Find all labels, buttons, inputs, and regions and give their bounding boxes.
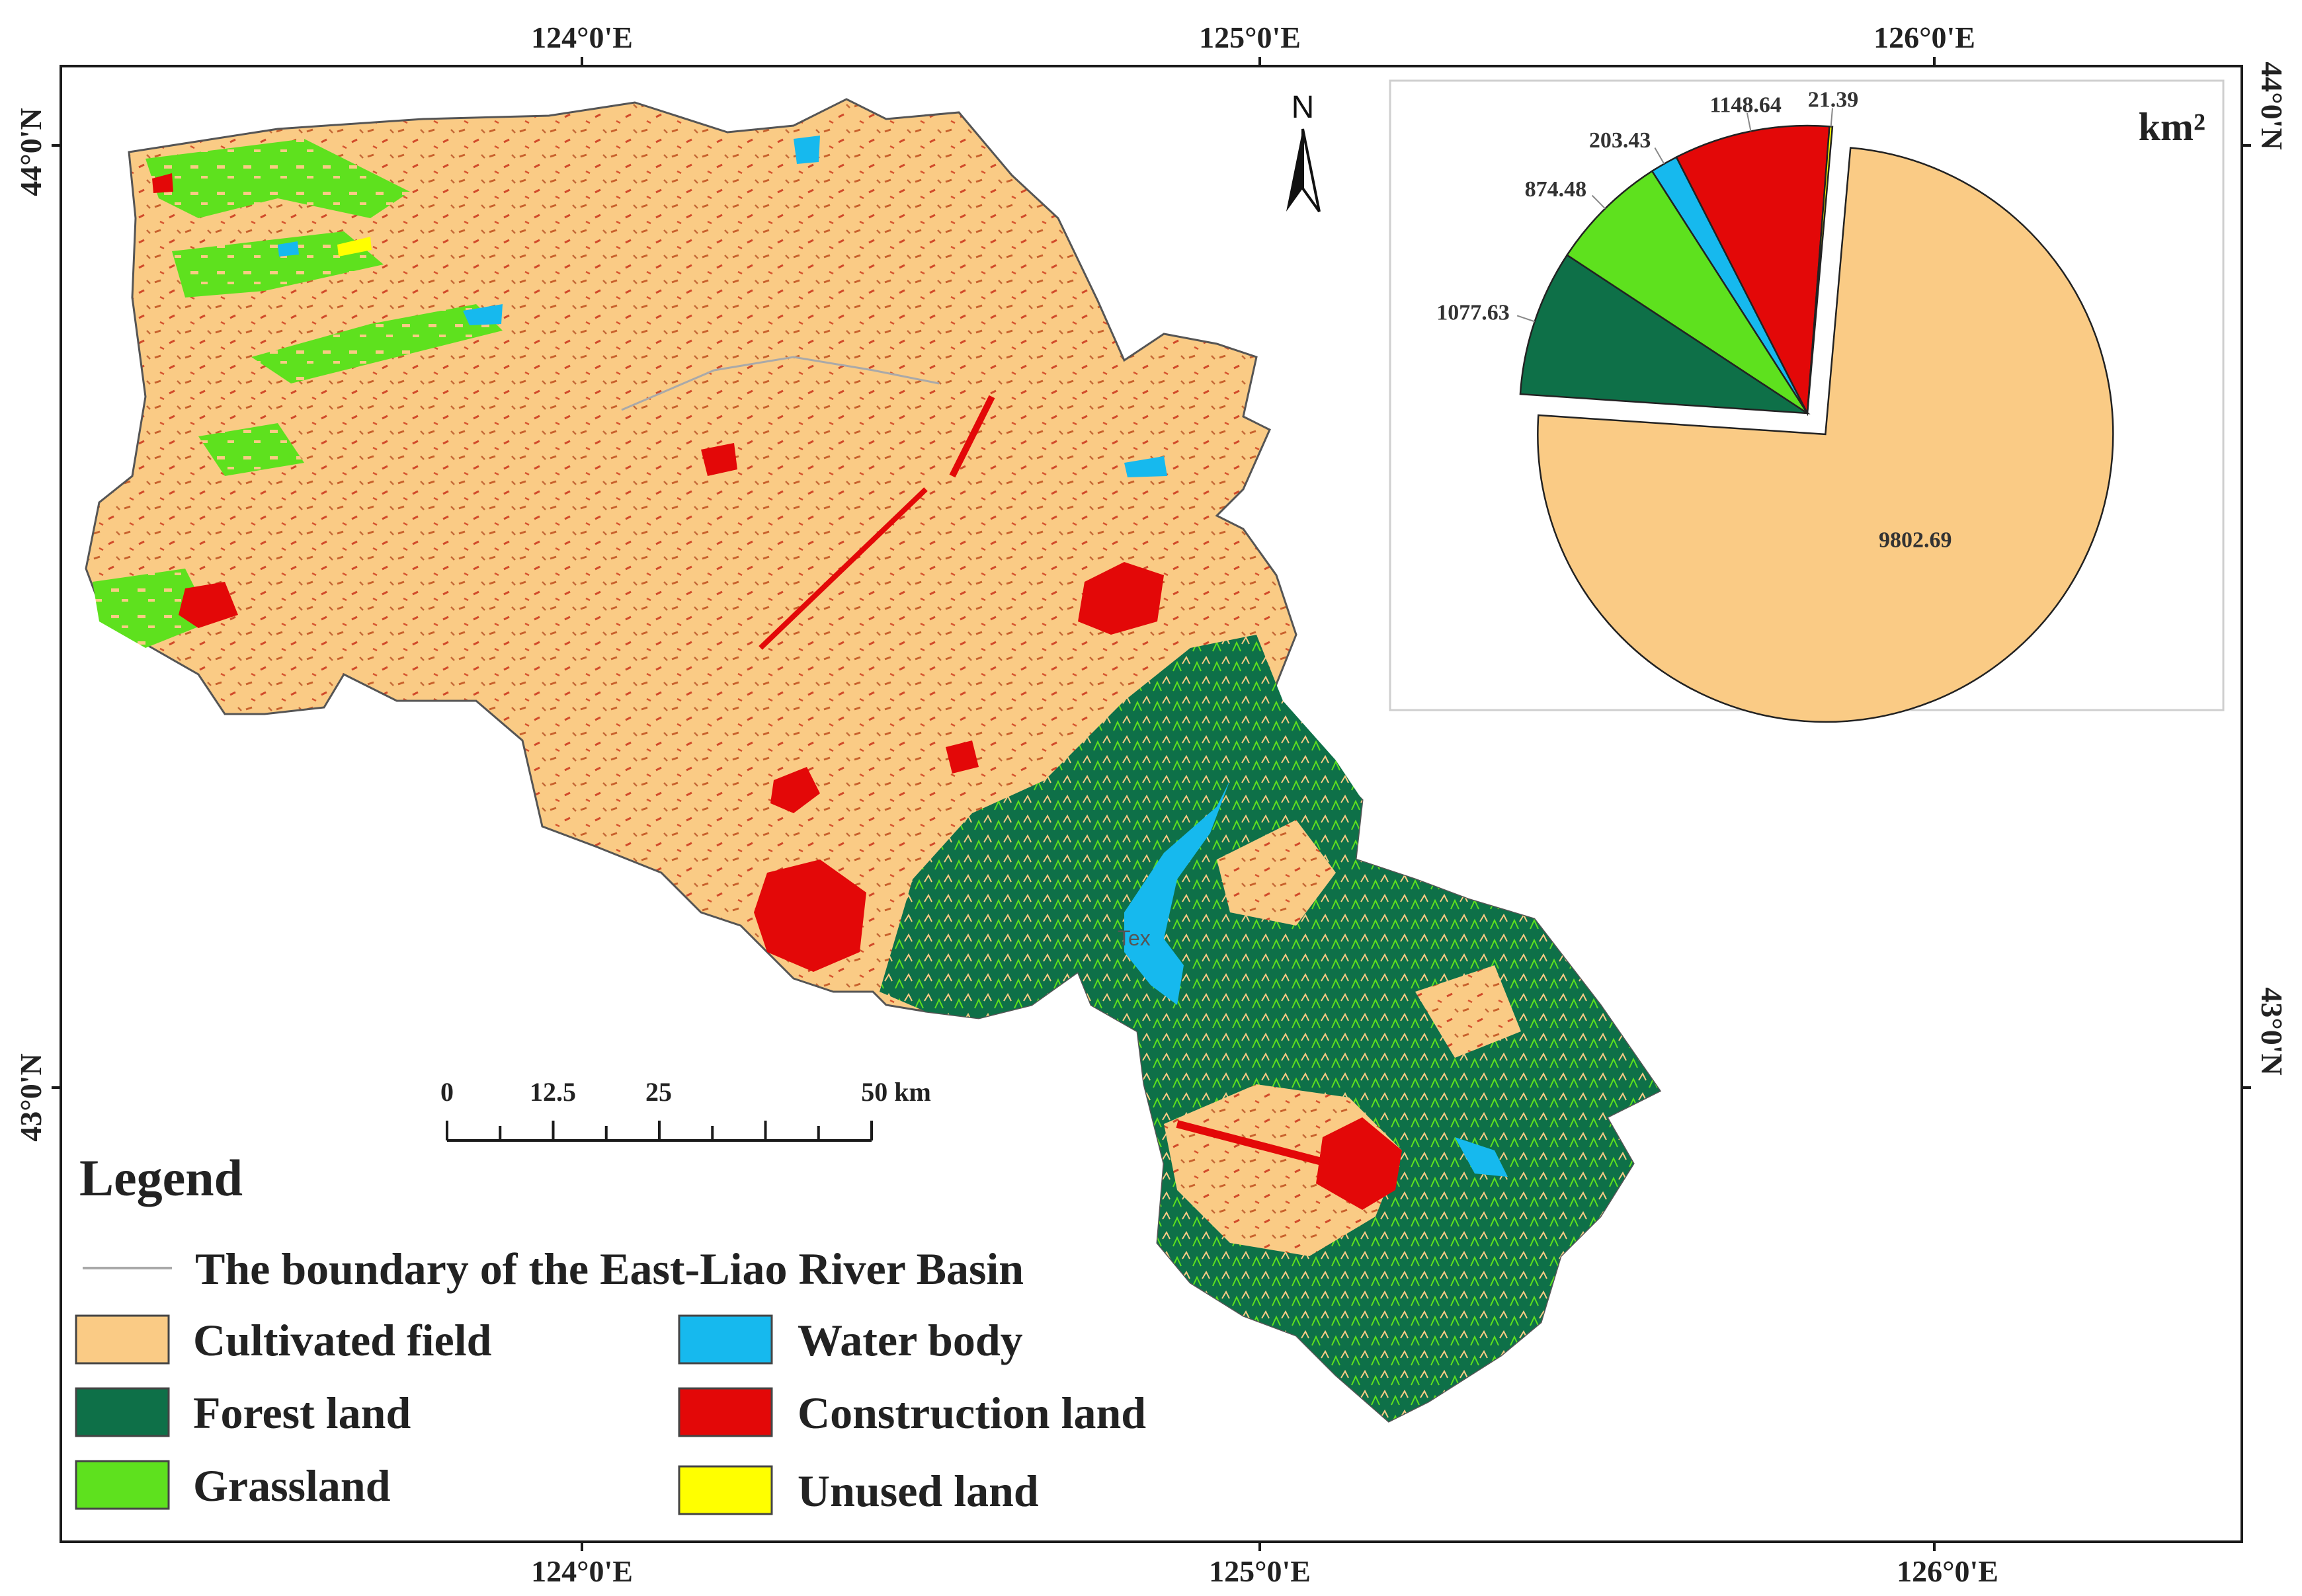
- legend-swatch-cultivated: [75, 1314, 170, 1365]
- legend: Legend The boundary of the East-Liao Riv…: [75, 1149, 1146, 1516]
- legend-label-cultivated: Cultivated field: [193, 1315, 492, 1365]
- lon-tick-bottom-126: 126°0'E: [1897, 1554, 1998, 1588]
- pie-leader-line: [1591, 194, 1606, 210]
- pie-slice-label: 9802.69: [1879, 528, 1952, 552]
- lon-tick-top-124: 124°0'E: [531, 20, 633, 54]
- lat-tick-right-43: 43°0'N: [2255, 987, 2289, 1075]
- lat-tick-left-44: 44°0'N: [14, 108, 48, 196]
- pie-slice: [1806, 125, 1834, 414]
- scale-label-12-5: 12.5: [530, 1077, 576, 1107]
- place-label: Tex: [1118, 926, 1151, 950]
- lat-tick-right-44: 44°0'N: [2255, 61, 2289, 149]
- pie-slice-label: 1077.63: [1436, 301, 1510, 325]
- reservoir: [1124, 780, 1230, 1005]
- lon-tick-top-125: 125°0'E: [1199, 20, 1301, 54]
- pie-unit-label: km²: [2139, 105, 2205, 149]
- graticule-ticks: [52, 57, 2251, 1551]
- grassland-patches: [93, 139, 503, 648]
- unused-land-patch: [337, 237, 372, 257]
- pie-leader-line: [1747, 112, 1752, 132]
- legend-label-unused: Unused land: [798, 1466, 1039, 1516]
- scale-bar: 0 12.5 25 50 km: [440, 1077, 931, 1142]
- legend-label-forest: Forest land: [193, 1388, 411, 1438]
- legend-title: Legend: [79, 1149, 243, 1207]
- pie-leader-line: [1830, 108, 1833, 127]
- pie-slice-label: 203.43: [1589, 128, 1651, 153]
- pie-slice: [1565, 170, 1809, 415]
- north-arrow-label: N: [1292, 90, 1315, 125]
- scale-label-25: 25: [645, 1077, 672, 1107]
- legend-label-construction: Construction land: [798, 1388, 1146, 1438]
- forest-land-region: [880, 635, 1660, 1421]
- lon-tick-top-126: 126°0'E: [1873, 20, 1975, 54]
- legend-swatch-grassland: [75, 1460, 170, 1510]
- pie-leader-line: [1516, 315, 1535, 323]
- legend-swatch-construction: [678, 1387, 773, 1437]
- pie-slice: [1537, 147, 2114, 723]
- pie-slice-label: 874.48: [1525, 177, 1587, 202]
- pie-slice: [1519, 254, 1811, 415]
- legend-label-water: Water body: [798, 1315, 1023, 1365]
- pie-leader-line: [1654, 147, 1665, 165]
- water-bodies: [278, 136, 1508, 1177]
- legend-label-grassland: Grassland: [193, 1460, 391, 1511]
- basin-boundary-line: [621, 356, 940, 411]
- construction-land-patches: [152, 173, 1402, 1210]
- pie-slice-label: 1148.64: [1709, 93, 1782, 117]
- lon-tick-bottom-124: 124°0'E: [531, 1554, 633, 1588]
- lon-tick-bottom-125: 125°0'E: [1209, 1554, 1311, 1588]
- legend-swatch-forest: [75, 1387, 170, 1437]
- north-arrow-icon: N: [1286, 90, 1321, 213]
- pie-slice-label: 21.39: [1808, 88, 1859, 112]
- legend-boundary-label: The boundary of the East-Liao River Basi…: [195, 1244, 1024, 1294]
- scale-label-50-km: 50 km: [861, 1077, 931, 1107]
- scale-label-0: 0: [440, 1077, 454, 1107]
- legend-swatch-water: [678, 1314, 773, 1365]
- lat-tick-left-43: 43°0'N: [14, 1053, 48, 1141]
- legend-swatch-unused: [678, 1465, 773, 1515]
